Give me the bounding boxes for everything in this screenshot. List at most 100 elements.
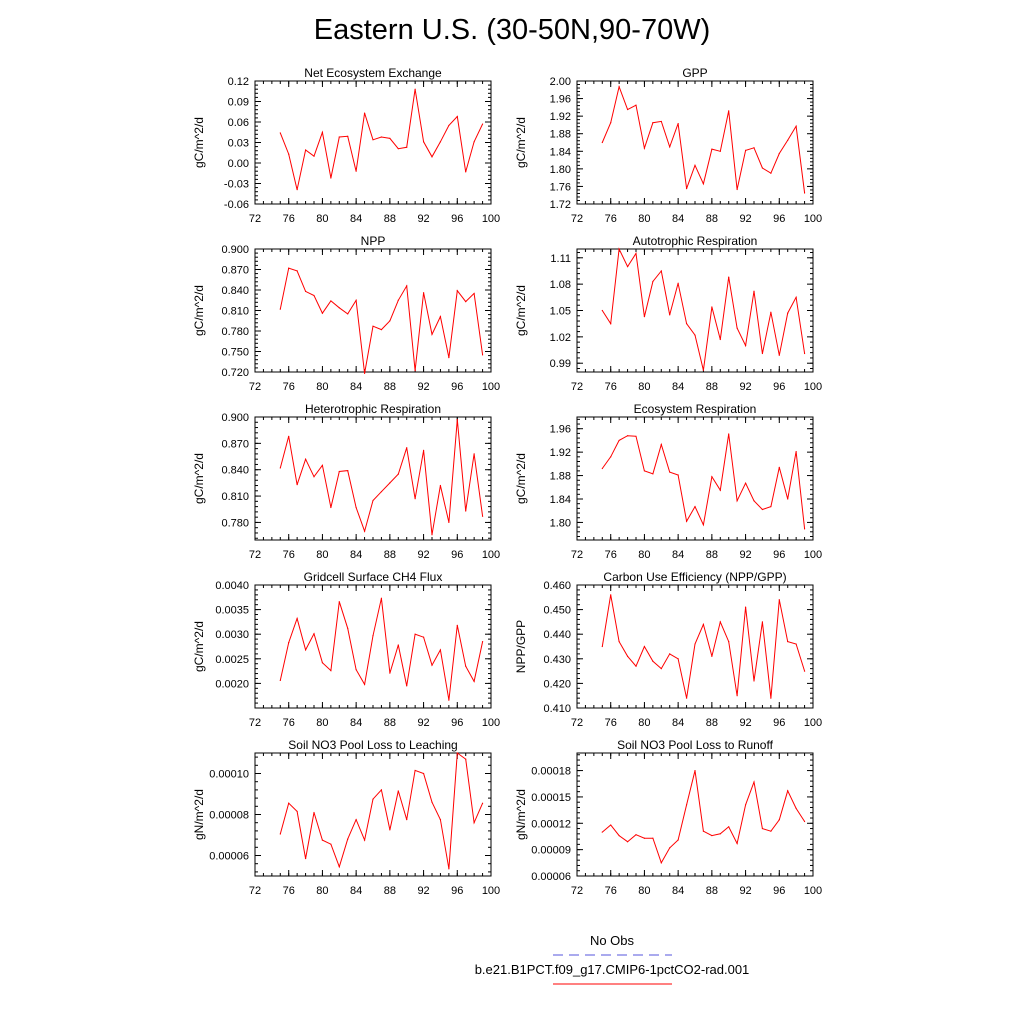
data-point bbox=[803, 670, 806, 672]
series-line bbox=[279, 598, 484, 701]
data-point bbox=[279, 679, 281, 682]
x-tick-label: 72 bbox=[571, 381, 583, 393]
data-point bbox=[473, 141, 475, 143]
data-point bbox=[397, 473, 399, 475]
data-point bbox=[787, 498, 789, 500]
data-point bbox=[422, 636, 425, 638]
data-point bbox=[778, 466, 780, 468]
plot-panel-7: Gridcell Surface CH4 Flux gC/m^2/d 72 76 80 8… bbox=[192, 570, 500, 729]
data-point bbox=[635, 252, 637, 254]
data-point bbox=[753, 147, 755, 149]
x-tick-label: 76 bbox=[283, 381, 295, 393]
x-tick-label: 92 bbox=[417, 549, 429, 561]
data-point bbox=[677, 658, 679, 660]
data-point bbox=[744, 345, 747, 347]
data-point bbox=[770, 311, 772, 313]
data-point bbox=[304, 649, 307, 651]
plot-title: Ecosystem Respiration bbox=[634, 402, 757, 416]
data-point bbox=[422, 449, 425, 451]
data-point bbox=[355, 669, 357, 671]
data-point bbox=[380, 789, 383, 791]
y-axis-label: gC/m^2/d bbox=[192, 621, 206, 672]
data-point bbox=[389, 137, 391, 139]
series-line bbox=[279, 267, 484, 374]
y-tick-label: 0.00010 bbox=[209, 769, 249, 781]
data-point bbox=[347, 627, 349, 629]
plot-panel-6: Ecosystem Respiration gC/m^2/d 72 76 80 84 88 9… bbox=[514, 402, 822, 561]
data-point bbox=[439, 484, 442, 487]
data-point bbox=[601, 467, 603, 470]
data-point bbox=[279, 467, 281, 469]
y-tick-label: 1.80 bbox=[550, 517, 571, 529]
data-point bbox=[618, 86, 620, 88]
x-tick-label: 100 bbox=[804, 213, 822, 225]
x-tick-label: 72 bbox=[571, 717, 583, 729]
data-point bbox=[372, 798, 374, 800]
plot-panel-9: Soil NO3 Pool Loss to Leaching gN/m^2/d 72… bbox=[192, 738, 500, 897]
y-tick-label: 0.430 bbox=[543, 654, 571, 666]
data-point bbox=[694, 769, 696, 772]
data-point bbox=[330, 843, 332, 845]
data-point bbox=[643, 147, 646, 149]
y-axis-label: gN/m^2/d bbox=[192, 789, 206, 840]
data-point bbox=[355, 299, 357, 301]
y-axis-label: gC/m^2/d bbox=[192, 453, 206, 504]
data-point bbox=[465, 758, 467, 760]
data-point bbox=[321, 312, 324, 314]
data-point bbox=[694, 334, 696, 336]
data-point bbox=[372, 325, 374, 327]
plot-frame bbox=[576, 416, 814, 541]
plot-title: Autotrophic Respiration bbox=[633, 234, 758, 248]
data-point bbox=[728, 110, 730, 112]
y-tick-label: 1.02 bbox=[550, 332, 571, 344]
data-point bbox=[465, 665, 467, 667]
data-point bbox=[355, 506, 357, 509]
data-point bbox=[652, 660, 654, 662]
data-point bbox=[669, 847, 671, 849]
data-point bbox=[389, 320, 391, 322]
data-point bbox=[296, 617, 298, 620]
data-point bbox=[304, 857, 307, 860]
x-tick-label: 96 bbox=[451, 885, 463, 897]
data-point bbox=[778, 599, 780, 601]
x-tick-label: 84 bbox=[672, 213, 684, 225]
data-point bbox=[389, 829, 391, 831]
y-axis-label: gC/m^2/d bbox=[192, 117, 206, 168]
plot-frame bbox=[576, 80, 814, 205]
data-point bbox=[465, 171, 467, 173]
data-point bbox=[660, 443, 662, 446]
data-point bbox=[406, 819, 408, 821]
data-point bbox=[601, 309, 603, 312]
data-point bbox=[313, 155, 315, 157]
data-point bbox=[431, 664, 433, 666]
data-point bbox=[389, 482, 391, 484]
y-tick-label: 0.410 bbox=[543, 703, 571, 715]
y-tick-label: 1.92 bbox=[550, 447, 571, 459]
x-tick-label: 100 bbox=[804, 885, 822, 897]
data-point bbox=[719, 621, 721, 623]
data-point bbox=[610, 594, 612, 596]
data-point bbox=[372, 139, 374, 141]
x-tick-label: 96 bbox=[451, 213, 463, 225]
x-tick-label: 72 bbox=[249, 717, 261, 729]
data-point bbox=[753, 781, 755, 783]
data-point bbox=[363, 839, 366, 841]
data-point bbox=[439, 141, 442, 143]
data-point bbox=[304, 290, 307, 292]
data-point bbox=[456, 115, 458, 118]
data-point bbox=[694, 506, 696, 508]
data-point bbox=[406, 285, 408, 287]
data-point bbox=[481, 802, 484, 804]
data-point bbox=[296, 189, 298, 191]
x-tick-label: 72 bbox=[249, 885, 261, 897]
data-point bbox=[313, 476, 315, 478]
y-tick-label: 1.96 bbox=[550, 424, 571, 436]
data-point bbox=[338, 470, 340, 473]
data-point bbox=[610, 824, 612, 826]
data-point bbox=[448, 357, 450, 359]
y-tick-label: 0.0030 bbox=[215, 629, 249, 641]
data-point bbox=[728, 276, 730, 278]
data-point bbox=[330, 670, 332, 672]
data-point bbox=[414, 370, 416, 372]
data-point bbox=[406, 447, 408, 449]
